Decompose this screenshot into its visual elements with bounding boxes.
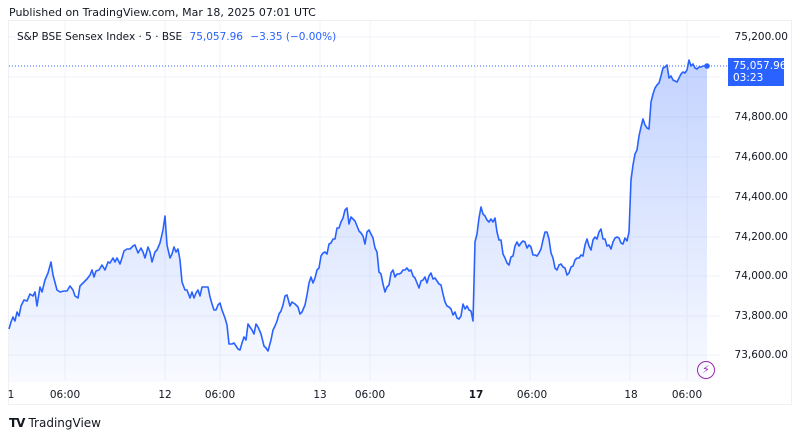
chart-legend: S&P BSE Sensex Index · 5 · BSE 75,057.96… xyxy=(17,31,336,43)
x-tick-label: 17 xyxy=(468,389,484,401)
tradingview-logo-icon: TV xyxy=(9,416,26,430)
y-tick-label: 74,200.00 xyxy=(734,231,788,243)
x-tick-label: 06:00 xyxy=(49,389,81,401)
x-tick-label: 1 xyxy=(7,389,15,401)
y-tick-label: 74,400.00 xyxy=(734,191,788,203)
y-tick-label: 73,600.00 xyxy=(734,349,788,361)
y-tick-label: 75,200.00 xyxy=(734,31,788,43)
x-tick-label: 06:00 xyxy=(204,389,236,401)
x-tick-label: 12 xyxy=(158,389,172,401)
price-area-fill xyxy=(9,60,707,382)
lightning-icon[interactable]: ⚡ xyxy=(697,361,715,379)
x-tick-label: 18 xyxy=(624,389,638,401)
y-tick-label: 73,800.00 xyxy=(734,310,788,322)
y-tick-label: 74,800.00 xyxy=(734,111,788,123)
legend-price: 75,057.96 xyxy=(189,31,243,43)
y-tick-label: 74,600.00 xyxy=(734,151,788,163)
last-price-dot xyxy=(704,63,710,69)
symbol-label: S&P BSE Sensex Index · 5 · BSE xyxy=(17,31,183,43)
x-tick-label: 06:00 xyxy=(671,389,703,401)
published-note: Published on TradingView.com, Mar 18, 20… xyxy=(9,6,316,19)
legend-change: −3.35 (−0.00%) xyxy=(250,31,337,43)
tradingview-brand[interactable]: TV TradingView xyxy=(9,416,101,430)
chart-frame[interactable] xyxy=(8,20,792,405)
bar-countdown: 03:23 xyxy=(733,72,764,84)
x-tick-label: 13 xyxy=(313,389,327,401)
price-line xyxy=(8,59,707,352)
x-tick-label: 06:00 xyxy=(354,389,386,401)
last-price-value: 75,057.96 xyxy=(733,60,787,72)
y-tick-label: 74,000.00 xyxy=(734,270,788,282)
last-price-tag: 75,057.96 03:23 xyxy=(728,58,787,86)
x-tick-label: 06:00 xyxy=(516,389,548,401)
brand-name: TradingView xyxy=(28,416,101,430)
